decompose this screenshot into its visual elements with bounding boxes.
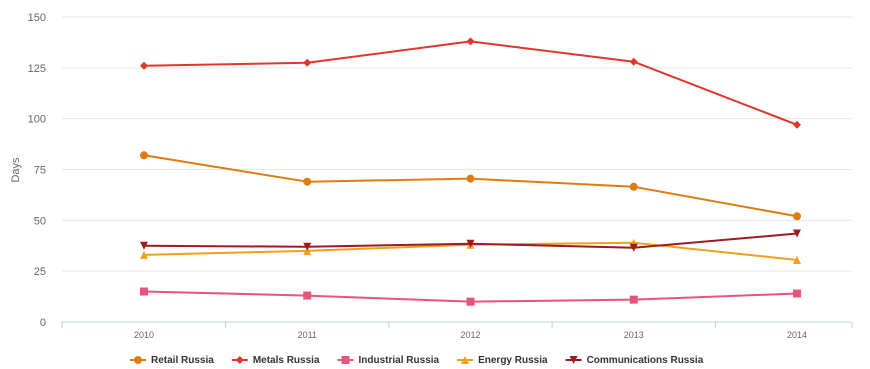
legend-label: Communications Russia <box>587 355 704 366</box>
y-tick-label: 0 <box>40 317 46 329</box>
data-point <box>466 239 475 248</box>
x-tick-label: 2012 <box>460 330 480 340</box>
series-retail-russia <box>140 151 801 221</box>
data-point <box>303 291 312 300</box>
data-point <box>629 243 638 252</box>
y-tick-label: 75 <box>34 165 46 177</box>
data-point <box>793 229 801 238</box>
legend-label: Metals Russia <box>253 355 320 366</box>
data-point <box>629 295 638 304</box>
data-point <box>140 241 148 250</box>
data-point <box>629 182 638 191</box>
legend-item[interactable]: Industrial Russia <box>337 355 440 366</box>
data-point <box>466 297 475 306</box>
x-tick-label: 2011 <box>298 330 317 340</box>
legend-item[interactable]: Retail Russia <box>130 355 214 366</box>
y-tick-label: 100 <box>28 114 46 126</box>
data-point <box>303 246 312 255</box>
legend-item[interactable]: Metals Russia <box>231 355 320 366</box>
data-point <box>303 177 312 186</box>
data-point <box>793 212 801 221</box>
data-point <box>793 289 801 298</box>
legend-marker <box>235 356 244 364</box>
data-point <box>140 287 148 296</box>
y-axis-label: Days <box>10 157 22 183</box>
legend-label: Retail Russia <box>151 355 214 366</box>
legend-marker <box>134 356 142 364</box>
x-tick-label: 2014 <box>787 330 807 340</box>
legend-item[interactable]: Energy Russia <box>457 355 548 366</box>
data-point <box>793 120 801 129</box>
data-point <box>140 151 148 160</box>
data-point <box>140 250 148 259</box>
data-point <box>466 174 475 183</box>
x-tick-label: 2010 <box>134 330 154 340</box>
y-tick-label: 50 <box>34 215 46 227</box>
legend-marker <box>341 356 350 364</box>
data-point <box>140 61 148 70</box>
data-point <box>303 242 312 251</box>
y-tick-label: 150 <box>28 12 46 24</box>
series-line <box>143 40 798 126</box>
data-point <box>303 58 312 67</box>
grid-lines <box>62 16 852 272</box>
y-axis-ticks: 0 25 50 75 100 125 150 <box>28 12 46 329</box>
series-communications-russia <box>140 229 801 252</box>
data-point <box>629 57 638 66</box>
legend[interactable]: Retail Russia Metals Russia Industrial Rus… <box>130 355 704 366</box>
legend-label: Industrial Russia <box>359 355 440 366</box>
legend-marker <box>569 356 578 364</box>
x-axis: 2010 2011 2012 2013 2014 <box>61 321 853 340</box>
data-point <box>793 255 801 264</box>
legend-item[interactable]: Communications Russia <box>565 355 704 366</box>
series-line <box>143 154 798 218</box>
y-tick-label: 125 <box>28 63 46 75</box>
series-industrial-russia <box>140 287 801 306</box>
legend-marker <box>461 356 470 364</box>
series-metals-russia <box>140 37 801 129</box>
x-tick-label: 2013 <box>624 330 644 340</box>
data-point <box>466 37 475 46</box>
series-group <box>140 37 801 306</box>
legend-label: Energy Russia <box>478 355 548 366</box>
y-tick-label: 25 <box>34 266 46 278</box>
